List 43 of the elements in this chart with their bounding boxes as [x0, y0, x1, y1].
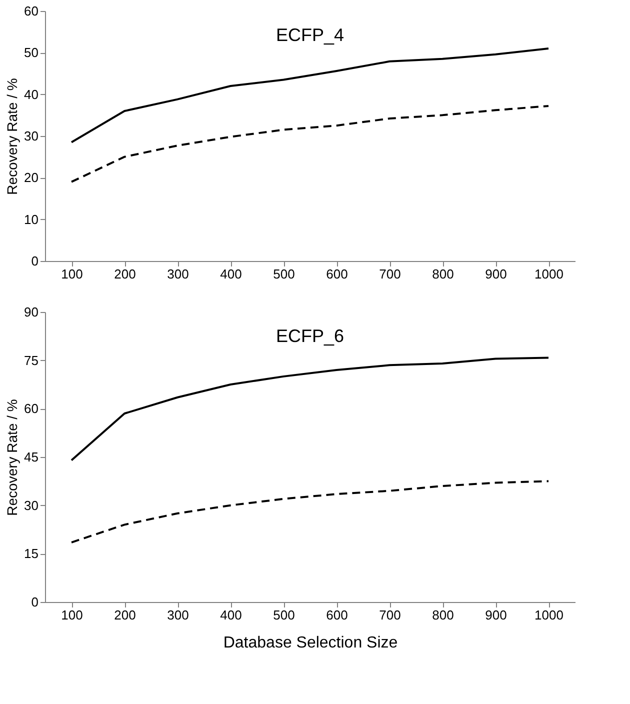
y-tick-label: 60	[24, 401, 38, 416]
x-tick-label: 1000	[534, 608, 564, 622]
x-tick-label: 900	[485, 266, 507, 282]
x-tick-label: 600	[326, 608, 348, 622]
x-axis-title: Database Selection Size	[223, 634, 398, 652]
line-series	[70, 48, 550, 144]
y-tick-label: 20	[24, 170, 38, 186]
y-tick-label: 90	[24, 304, 38, 320]
x-tick-label: 800	[432, 266, 454, 282]
line-series	[70, 480, 550, 544]
y-tick-label: 30	[24, 128, 38, 144]
y-tick-label: 75	[24, 352, 38, 368]
y-tick-label: 45	[24, 450, 38, 464]
y-tick-label: 30	[24, 498, 38, 513]
text: ECFP_4	[276, 25, 344, 45]
y-axis-title: Recovery Rate / %	[4, 399, 20, 516]
x-tick-label: 100	[61, 608, 83, 622]
x-tick-label: 200	[114, 608, 136, 622]
x-tick-label: 1000	[534, 266, 564, 282]
y-tick-label: 40	[24, 86, 38, 102]
x-tick-label: 700	[379, 266, 401, 282]
y-tick-label: 0	[31, 254, 38, 268]
text: ECFP_6	[276, 326, 344, 346]
x-tick-label: 200	[114, 266, 136, 282]
y-tick-label: 0	[31, 594, 38, 610]
x-tick-label: 500	[273, 608, 295, 622]
x-tick-label: 400	[220, 266, 242, 282]
y-tick-label: 10	[24, 212, 38, 227]
x-tick-label: 300	[167, 608, 189, 622]
y-tick-label: 50	[24, 45, 38, 60]
x-tick-label: 100	[61, 266, 83, 282]
y-tick-label: 60	[24, 4, 38, 18]
x-tick-label: 500	[273, 266, 295, 282]
x-tick-label: 400	[220, 608, 242, 622]
y-tick-label: 15	[24, 546, 38, 562]
y-axis-title: Recovery Rate / %	[4, 78, 20, 195]
x-tick-label: 700	[379, 608, 401, 622]
x-tick-label: 900	[485, 608, 507, 622]
x-tick-label: 300	[167, 266, 189, 282]
line-series	[70, 356, 550, 462]
x-tick-label: 600	[326, 266, 348, 282]
line-series	[70, 105, 550, 183]
x-tick-label: 800	[432, 608, 454, 622]
